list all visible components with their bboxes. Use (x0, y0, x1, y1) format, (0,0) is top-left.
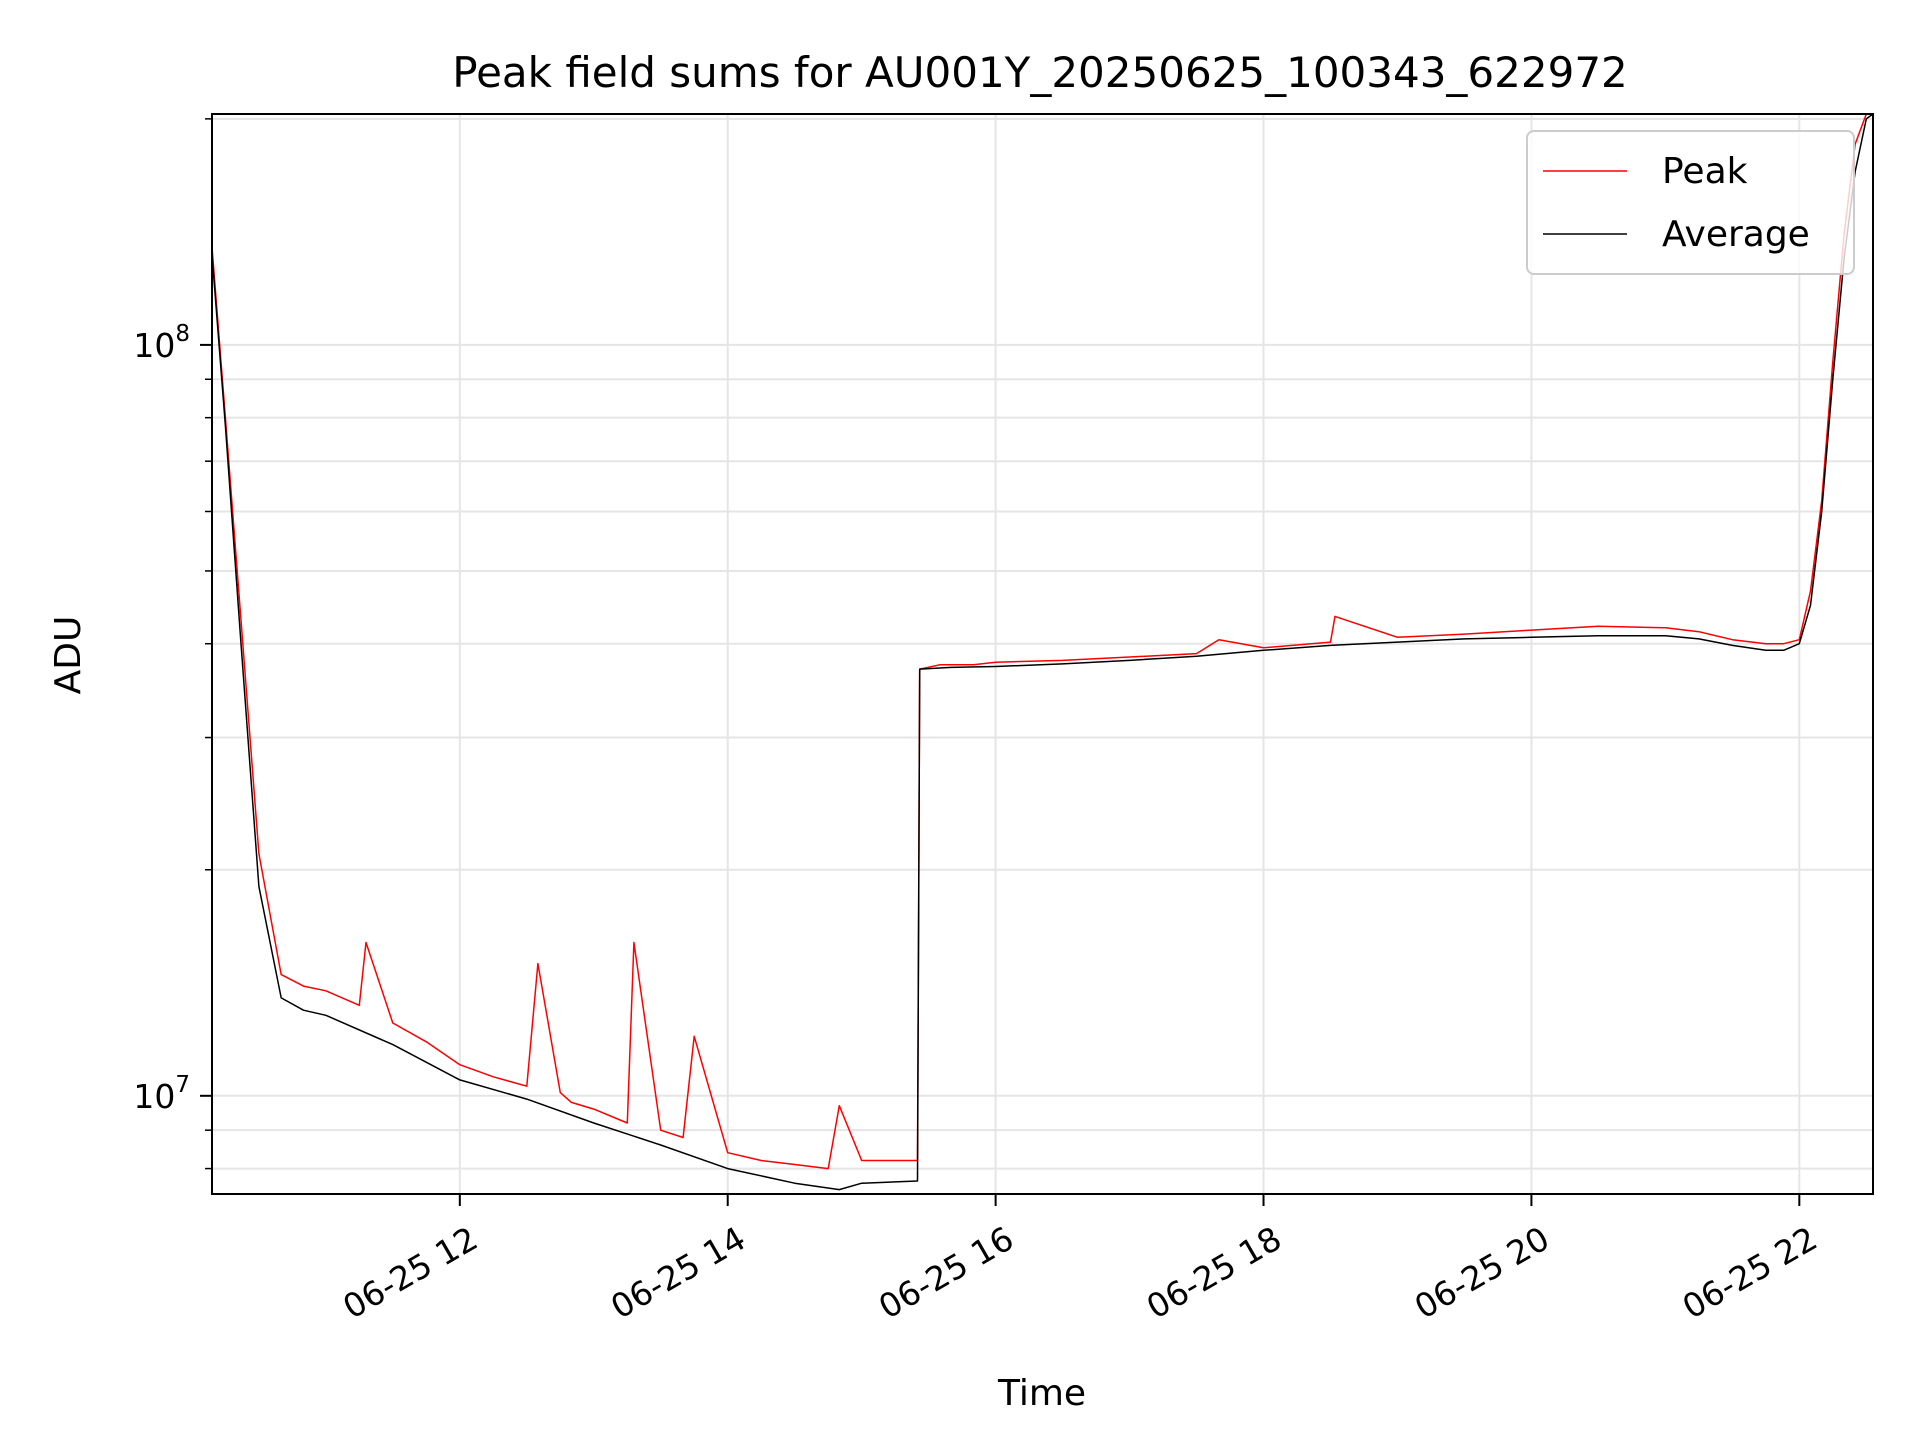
x-tick-label: 06-25 18 (1140, 1219, 1288, 1327)
series-peak-line (211, 113, 1873, 1170)
gridlines (212, 114, 1873, 1194)
y-tick-label: 107 (133, 1072, 190, 1116)
legend-box (1526, 130, 1855, 275)
legend-label-average: Average (1662, 214, 1810, 255)
legend-label-peak: Peak (1662, 151, 1748, 192)
series-average-line (211, 113, 1874, 1191)
x-tick-label: 06-25 14 (604, 1219, 752, 1327)
plot-frame (211, 113, 1874, 1195)
x-tick-label: 06-25 22 (1676, 1219, 1824, 1327)
y-axis-label: ADU (48, 616, 89, 695)
x-axis: 06-25 12 06-25 14 06-25 16 06-25 18 06-25 20… (336, 1194, 1824, 1327)
legend: Peak Average (1526, 130, 1855, 275)
x-axis-label: Time (997, 1373, 1086, 1414)
x-tick-label: 06-25 20 (1408, 1219, 1556, 1327)
series-layer (211, 113, 1874, 1191)
chart-title: Peak field sums for AU001Y_20250625_1003… (452, 48, 1628, 97)
y-axis: 107 108 (133, 118, 212, 1170)
x-tick-label: 06-25 12 (336, 1219, 484, 1327)
x-tick-label: 06-25 16 (872, 1219, 1020, 1327)
y-tick-label: 108 (133, 321, 190, 365)
